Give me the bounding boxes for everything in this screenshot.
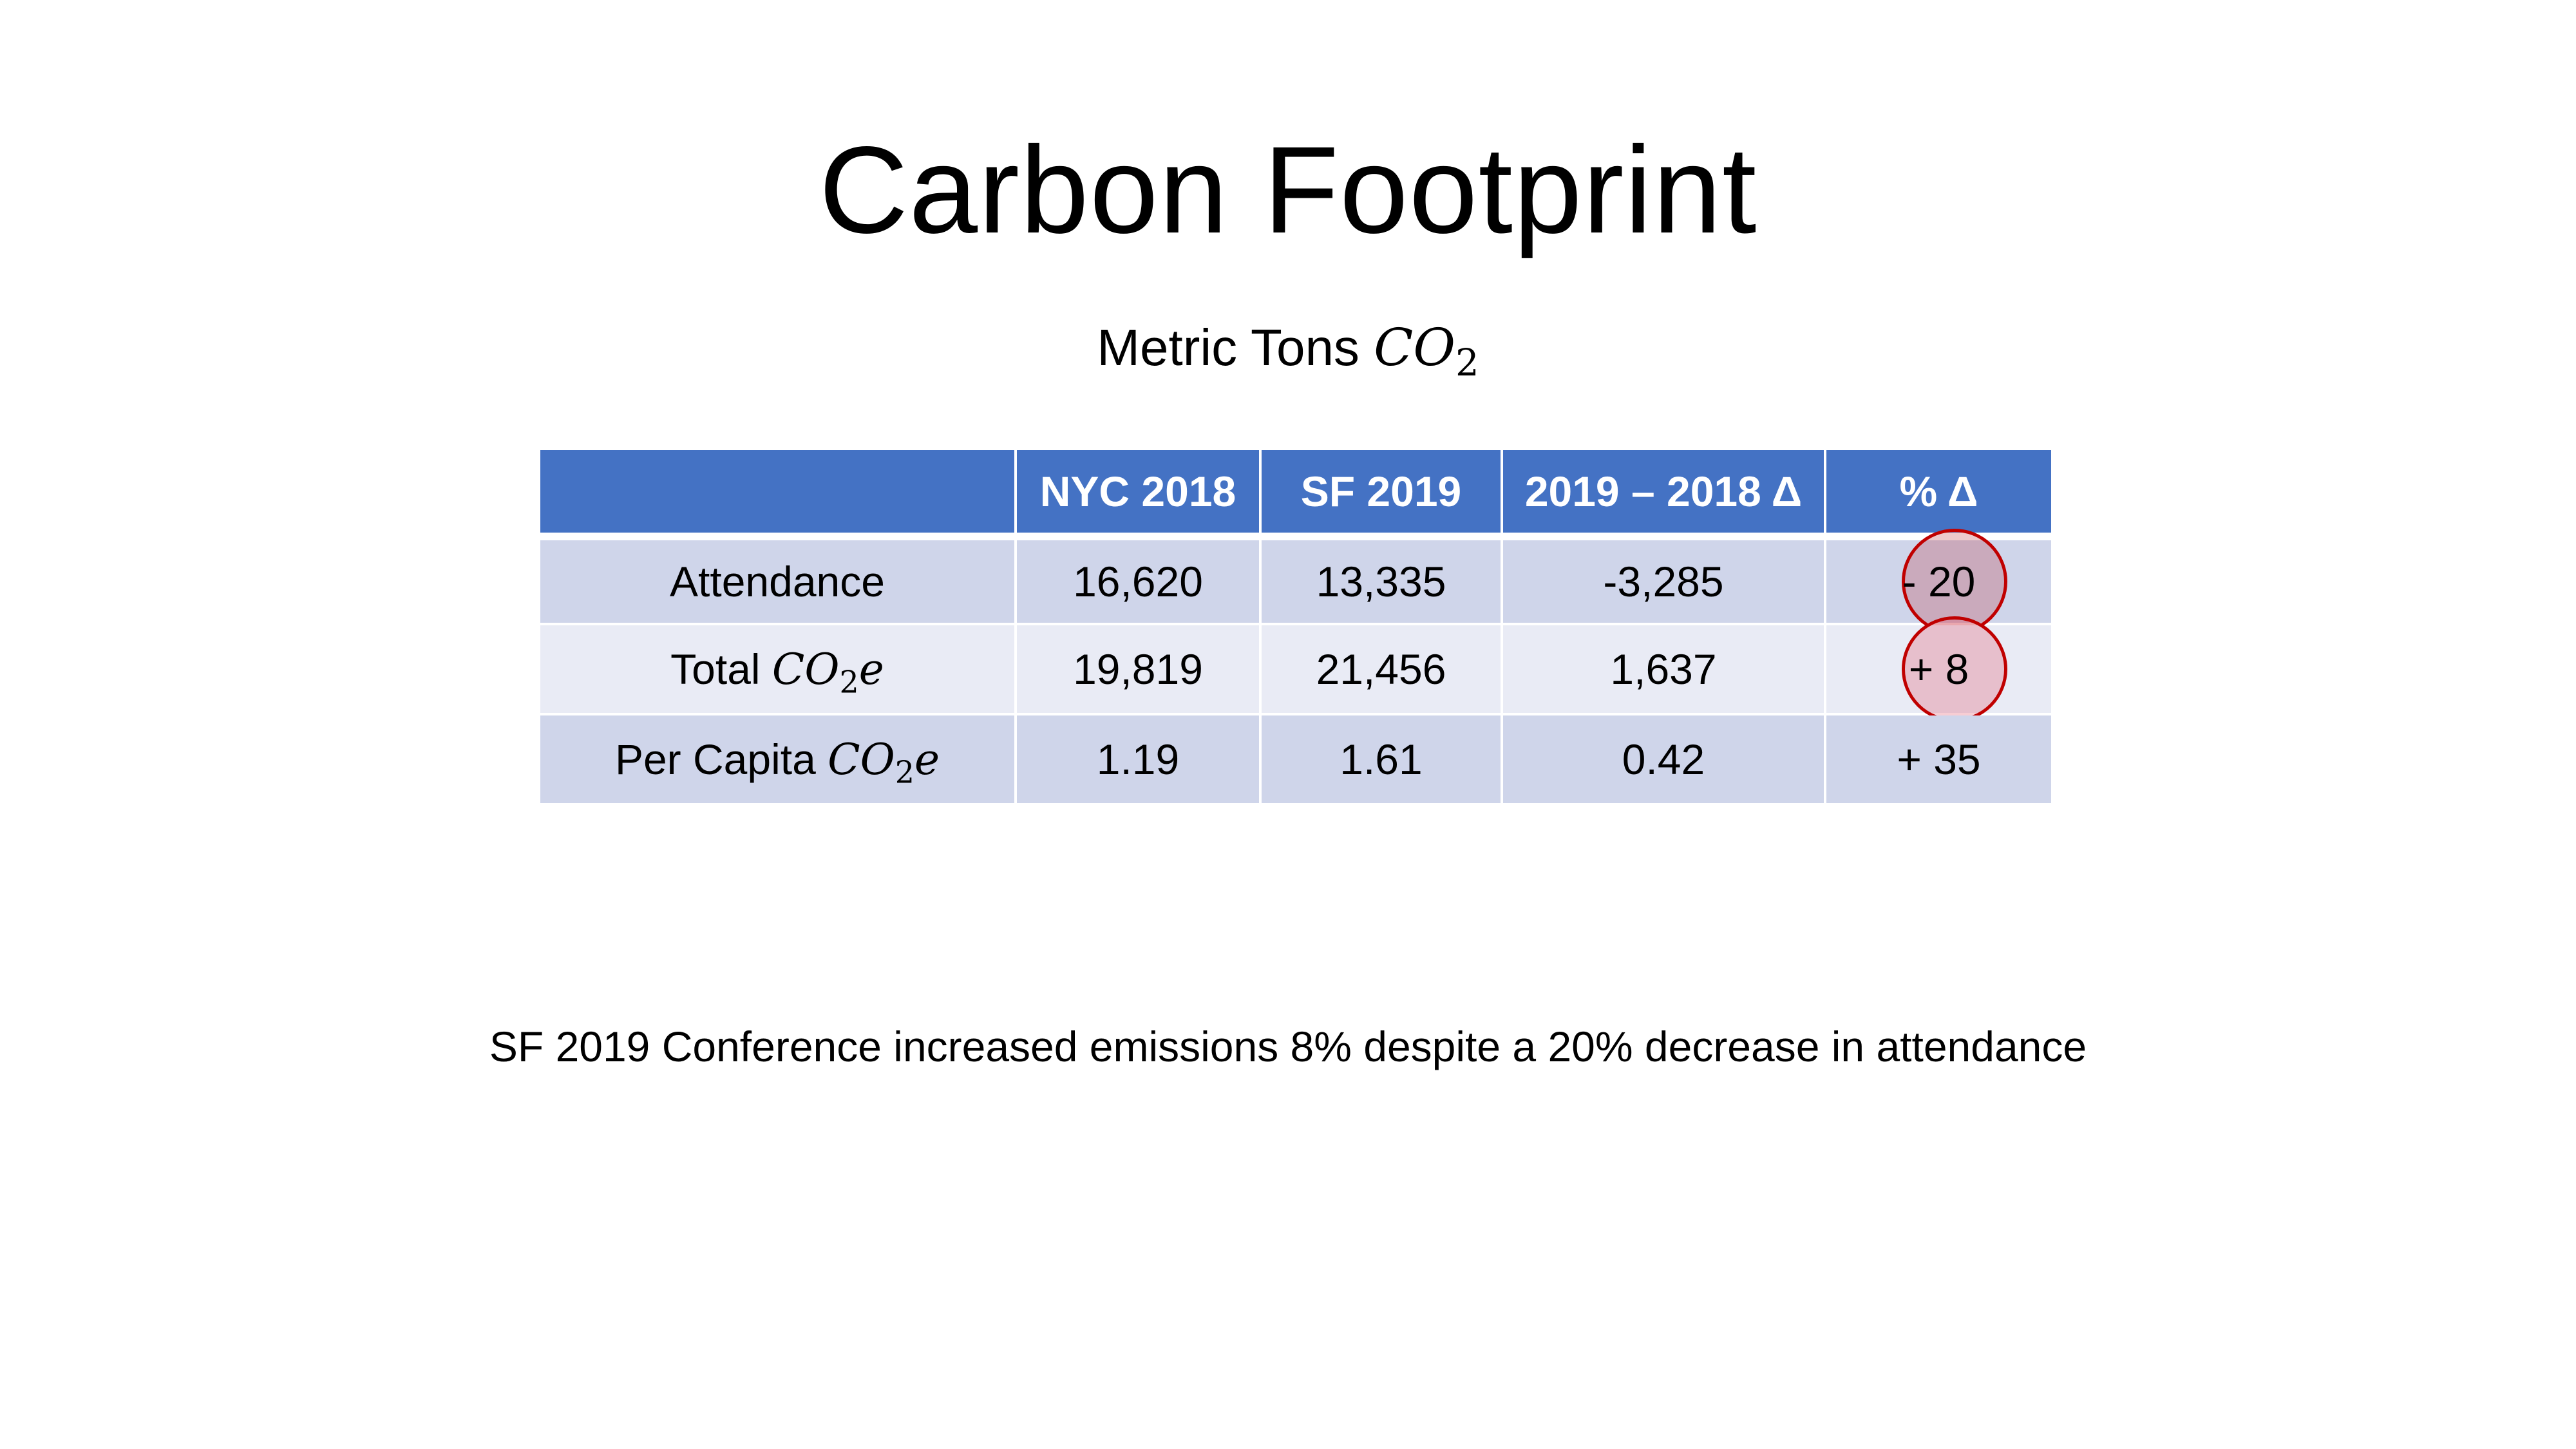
slide-subtitle: Metric Tons CO2 [0, 312, 2576, 383]
table-row: Total CO2e 19,819 21,456 1,637 + 8 [538, 616, 2054, 722]
cell-nyc-2018: 1.19 [1014, 713, 1262, 806]
header-cell-empty [538, 448, 1017, 540]
cell-nyc-2018: 16,620 [1014, 535, 1262, 625]
emissions-table: NYC 2018 SF 2019 2019 – 2018 Δ % Δ Atten… [538, 448, 2054, 806]
cell-nyc-2018: 19,819 [1014, 623, 1262, 715]
table-row: Attendance 16,620 13,335 -3,285 - 20 [538, 529, 2054, 634]
cell-pct-delta: + 8 [1824, 616, 2054, 722]
row-label-prefix: Total [670, 645, 772, 693]
subtitle-formula-base: CO [1374, 317, 1455, 377]
formula-sub: 2 [839, 664, 859, 700]
table-header-row: NYC 2018 SF 2019 2019 – 2018 Δ % Δ [538, 448, 2054, 540]
footer-note: SF 2019 Conference increased emissions 8… [489, 1023, 2087, 1070]
header-cell-sf-2019: SF 2019 [1259, 448, 1503, 540]
cell-delta: 0.42 [1501, 713, 1826, 806]
row-label-formula: CO2e [772, 644, 884, 698]
header-cell-pct-delta: % Δ [1824, 448, 2054, 540]
cell-sf-2019: 13,335 [1259, 535, 1503, 625]
cell-delta: -3,285 [1501, 535, 1826, 625]
header-cell-nyc-2018: NYC 2018 [1014, 448, 1262, 540]
formula-sub: 2 [895, 754, 914, 790]
cell-pct-delta: + 35 [1824, 713, 2054, 806]
pct-delta-value: + 35 [1897, 735, 1981, 783]
row-label-formula: CO2e [828, 734, 940, 788]
cell-sf-2019: 21,456 [1259, 623, 1503, 715]
subtitle-formula-sub: 2 [1455, 341, 1479, 385]
cell-pct-delta: - 20 [1824, 529, 2054, 634]
row-label-prefix: Per Capita [614, 735, 828, 783]
row-label-total-co2e: Total CO2e [538, 623, 1017, 715]
formula-base: CO [828, 734, 895, 784]
pct-delta-value: - 20 [1902, 558, 1976, 605]
header-cell-delta: 2019 – 2018 Δ [1501, 448, 1826, 540]
formula-base: CO [772, 644, 840, 694]
slide-title: Carbon Footprint [819, 120, 1757, 259]
table-row: Per Capita CO2e 1.19 1.61 0.42 + 35 [538, 713, 2054, 806]
subtitle-text: Metric Tons [1097, 319, 1374, 376]
formula-suffix: e [858, 644, 884, 694]
row-label-attendance: Attendance [538, 535, 1017, 625]
cell-delta: 1,637 [1501, 623, 1826, 715]
subtitle-formula: CO2 [1374, 317, 1479, 381]
pct-delta-value: + 8 [1908, 645, 1969, 693]
cell-sf-2019: 1.61 [1259, 713, 1503, 806]
row-label-per-capita-co2e: Per Capita CO2e [538, 713, 1017, 806]
formula-suffix: e [914, 734, 940, 784]
